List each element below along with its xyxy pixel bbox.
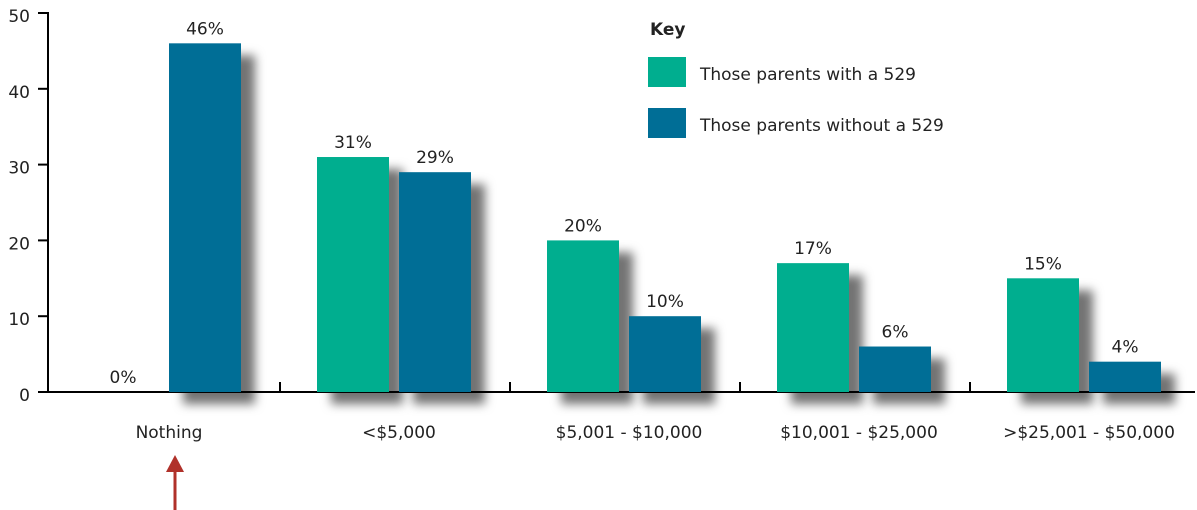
value-label: 10%: [646, 292, 684, 312]
legend-swatch: [648, 57, 686, 87]
arrow-head: [166, 455, 184, 472]
value-label: 15%: [1024, 254, 1062, 274]
y-tick-label: 10: [8, 310, 30, 330]
value-label: 4%: [1112, 338, 1139, 358]
x-tick-label: $5,001 - $10,000: [556, 423, 703, 443]
value-label: 46%: [186, 19, 224, 39]
x-tick-label: $10,001 - $25,000: [780, 423, 938, 443]
bar: [1007, 278, 1079, 392]
value-label: 6%: [882, 323, 909, 343]
legend-label: Those parents with a 529: [699, 65, 916, 85]
y-tick-label: 40: [8, 83, 30, 103]
bar: [859, 346, 931, 392]
y-tick-label: 50: [8, 7, 30, 27]
bar: [317, 157, 389, 392]
x-tick-label: >$25,001 - $50,000: [1003, 423, 1175, 443]
bar: [777, 263, 849, 392]
value-label: 29%: [416, 148, 454, 168]
legend-title: Key: [650, 20, 686, 40]
arrow: [166, 455, 184, 510]
y-tick-label: 30: [8, 159, 30, 179]
x-tick-label: <$5,000: [362, 423, 436, 443]
value-label: 31%: [334, 133, 372, 153]
bar: [399, 172, 471, 392]
bar: [169, 43, 241, 392]
bar: [629, 316, 701, 392]
bar: [547, 240, 619, 392]
value-label: 0%: [110, 368, 137, 388]
y-tick-label: 20: [8, 234, 30, 254]
legend-label: Those parents without a 529: [699, 116, 944, 136]
legend-swatch: [648, 108, 686, 138]
value-label: 17%: [794, 239, 832, 259]
x-tick-label: Nothing: [136, 423, 203, 443]
y-tick-label: 0: [19, 386, 30, 406]
bar: [1089, 361, 1161, 392]
value-label: 20%: [564, 216, 602, 236]
